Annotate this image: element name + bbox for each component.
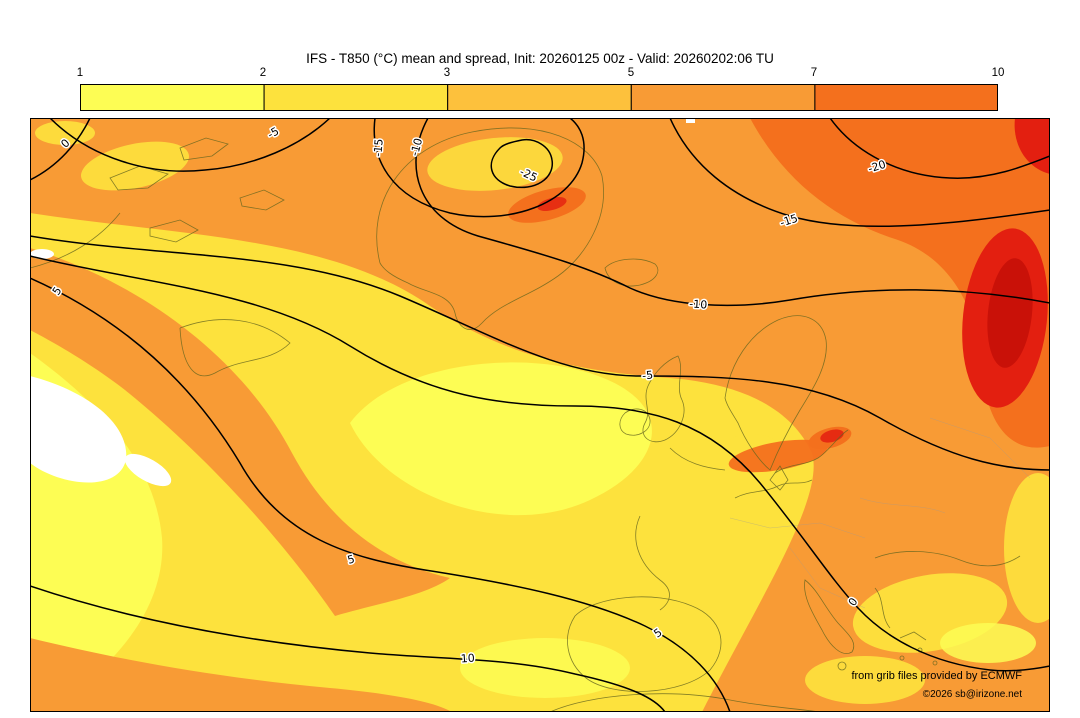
region-orange-bottom-left [30,638,452,712]
colorbar-segment-4 [630,84,816,111]
coastline-island [837,661,847,671]
coastline-britain [642,355,685,443]
contour-line-m15 [373,118,585,218]
credit-provider: from grib files provided by ECMWF [851,670,1022,682]
colorbar-tick-label: 7 [810,67,818,79]
region-missing-data-notch [686,118,695,123]
spread-color-field [30,118,1050,712]
region-pale-aegean [940,623,1036,663]
region-white-patch [30,376,127,483]
region-red-iceland-core [537,197,567,211]
coastline-ireland [619,408,651,436]
coastline-greenland [376,127,604,330]
chart-title: IFS - T850 (°C) mean and spread, Init: 2… [306,51,774,66]
contour-line-10 [30,585,666,712]
colorbar-tick-label: 5 [627,67,635,79]
region-orange-band [30,248,450,616]
contour-line-0 [30,118,91,181]
contour-line-5 [30,277,731,712]
coastline-scandinavia [724,315,849,474]
contour-line-m15-east [669,118,1050,228]
coastline-iberia [567,596,722,692]
region-white-patch [30,249,54,259]
contour-label: -10 [408,137,425,158]
region-yellow-south-balkans [805,656,925,704]
colorbar-tick-label: 3 [443,67,451,79]
region-deep-red-core [987,258,1033,368]
coastlines [30,127,1021,712]
contour-label: -15 [371,138,386,157]
colorbar-segment-1 [80,84,265,111]
colorbar-segment-3 [447,84,632,111]
contour-label: -5 [642,368,654,382]
border-line [729,417,1031,609]
coastline-iceland [604,258,659,287]
region-dark-orange-baltic [728,439,828,473]
coastline-north-africa [549,693,821,712]
credit-copyright: ©2026 sb@irizone.net [923,689,1022,700]
contour-line-m20 [829,118,1050,179]
map-border [30,118,1050,712]
country-borders [729,417,1031,609]
coastline-denmark-germany [734,465,813,499]
colorbar-segment-5 [814,84,998,111]
colorbar-tick-label: 1 [76,67,84,79]
region-yellow-greenland [427,137,563,191]
colorbar [80,84,998,111]
coastline-italy [804,579,855,654]
coastline-arctic-islands [109,137,285,243]
contour-line-m10 [415,118,1050,307]
contour-line-0-main [30,255,1050,672]
contour-line-m5 [49,118,331,172]
colorbar-segment-2 [263,84,449,111]
coastline-labrador [30,212,291,377]
colorbar-tick-label: 10 [991,67,1005,79]
coastline-france [635,447,726,611]
region-pale-center-tongue [350,362,652,516]
region-white-patch [124,453,172,487]
coastline-greece-turkey [874,551,1021,641]
temperature-contours [30,118,1050,712]
contour-line-m5-main [30,235,1050,471]
colorbar-tick-label: 2 [259,67,267,79]
contour-label: 10 [460,652,475,666]
contour-label: -10 [689,297,708,311]
region-yellow-top-left [35,121,95,145]
region-dark-orange-band [750,118,1050,448]
coastline-island [899,655,905,661]
contour-line-m25 [490,138,553,189]
coastline-island [932,660,938,666]
region-yellow-right-edge [1004,473,1050,623]
map-canvas: 0 -5 -15 -10 -25 -20 -15 -10 -5 5 5 10 5… [30,118,1050,712]
